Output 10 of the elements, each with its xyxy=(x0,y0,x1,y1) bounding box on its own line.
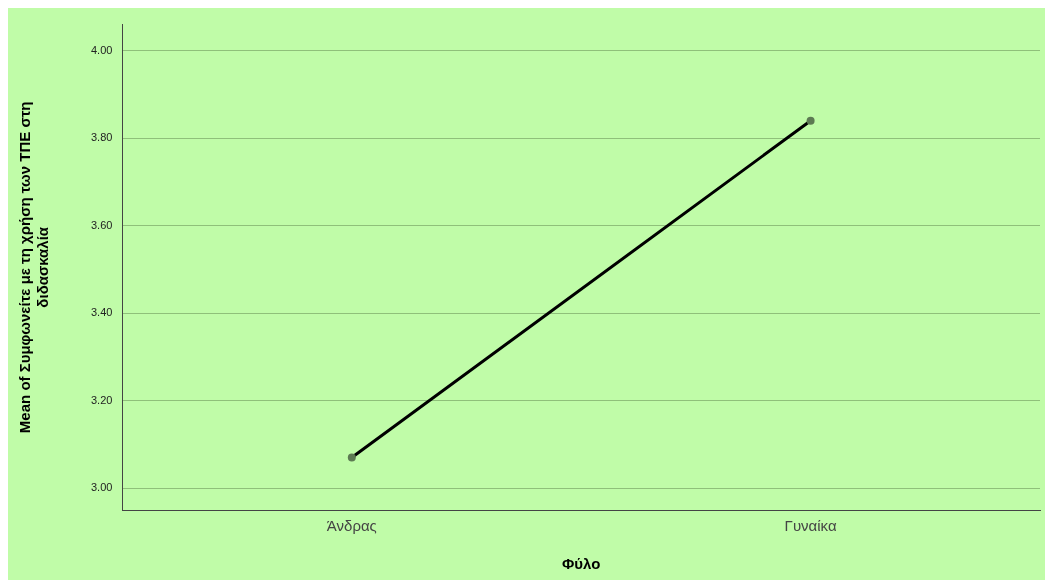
x-tick-label: Γυναίκα xyxy=(784,517,837,535)
y-tick-label: 3.40 xyxy=(90,306,113,319)
y-axis-title: Mean of Συμφωνείτε με τη χρήση των ΤΠΕ στη διδασκαλία xyxy=(16,101,52,434)
y-tick-label: 3.80 xyxy=(90,131,113,144)
y-tick-label: 3.00 xyxy=(90,481,113,494)
x-axis-title: Φύλο xyxy=(562,555,601,573)
y-tick-label: 3.60 xyxy=(90,218,113,231)
x-tick-label: Άνδρας xyxy=(326,517,377,535)
y-tick-label: 4.00 xyxy=(90,43,113,56)
y-tick-label: 3.20 xyxy=(90,393,113,406)
